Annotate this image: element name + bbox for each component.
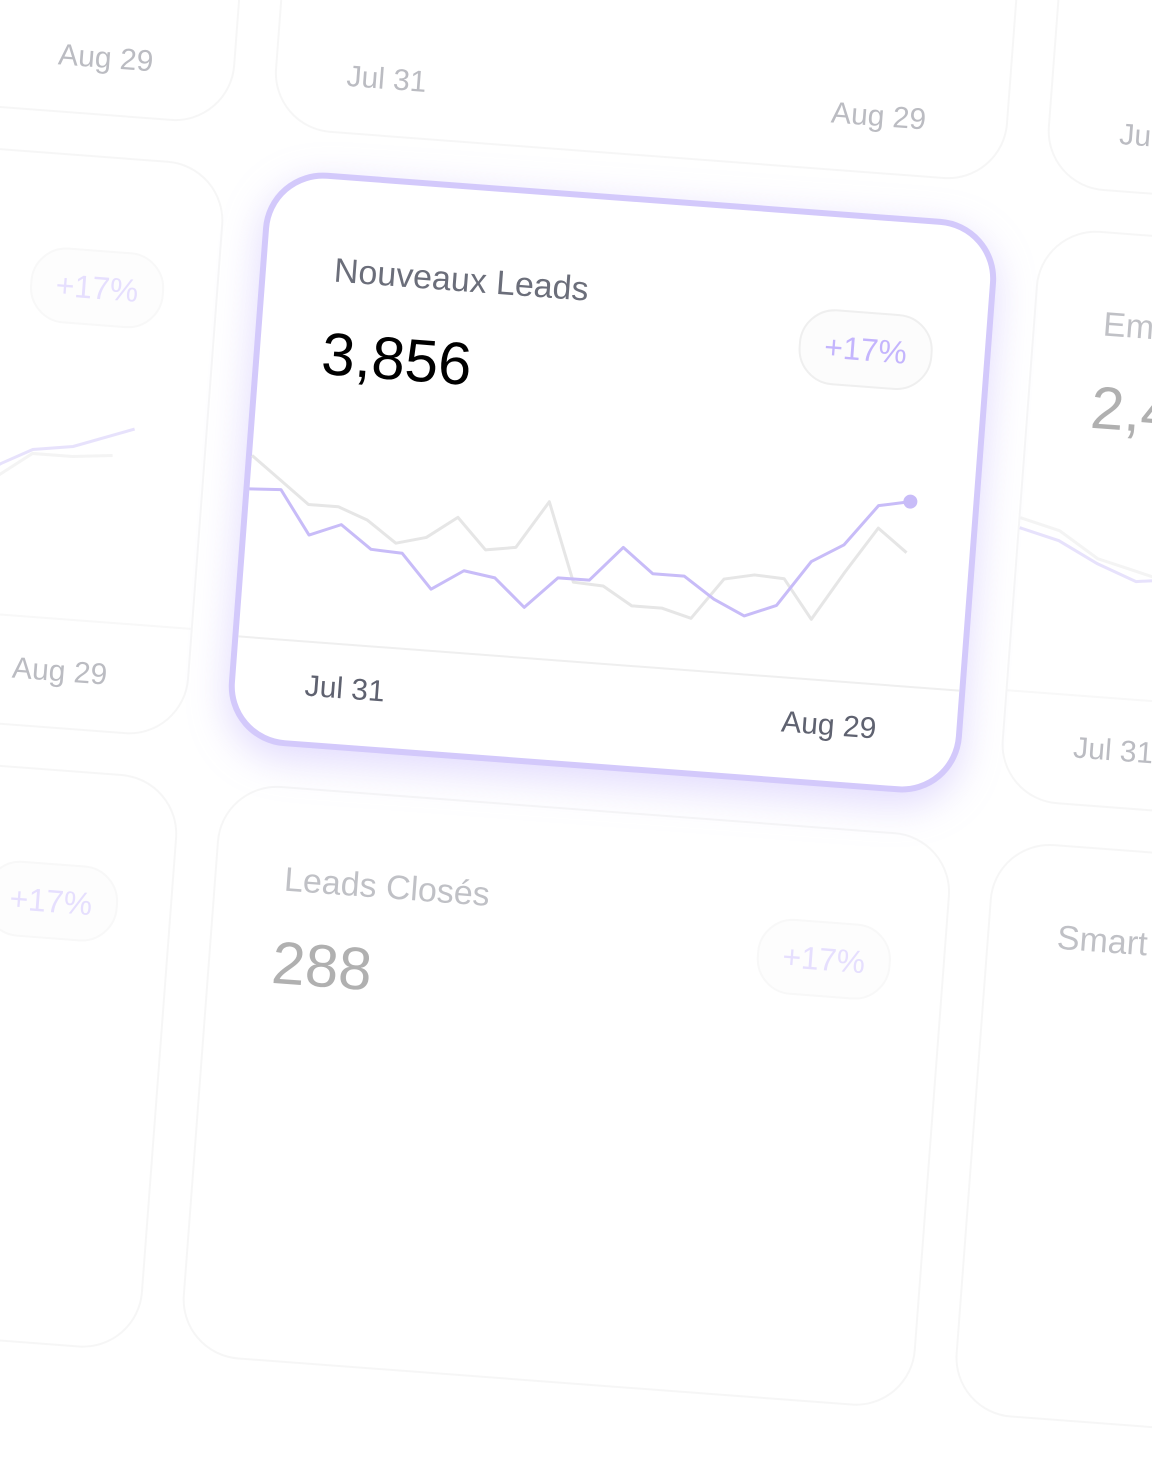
date-label: Aug 29 <box>57 38 155 79</box>
date-label: Jul 31 <box>303 669 386 709</box>
card: Aug 29 <box>0 0 274 126</box>
featured-card[interactable]: Nouveaux Leads 3,856 +17% Jul 31 Aug 29 <box>224 168 1001 797</box>
trend-line <box>251 454 908 621</box>
card: Emai 2,4 Jul 31 <box>997 226 1152 855</box>
decorative-line <box>0 451 113 536</box>
card: Leads Closés 288 +17% <box>178 781 955 1411</box>
date-label: Jul 31 <box>1072 731 1152 771</box>
sparkline-chart <box>249 454 918 621</box>
change-badge: +17% <box>754 916 894 1003</box>
card: Jul 31 Aug 29 <box>270 0 1047 184</box>
end-point <box>903 494 918 509</box>
trend-line <box>249 487 911 618</box>
decorative-line <box>1019 516 1152 586</box>
card: +17% <box>0 723 182 1352</box>
change-badge: +17% <box>0 858 121 945</box>
card-value: 288 <box>269 928 375 1004</box>
card: +17% Aug 29 <box>0 110 228 739</box>
date-label: Jul 31 <box>1118 118 1152 157</box>
date-label: Aug 29 <box>11 651 109 692</box>
date-label: Jul 31 <box>345 60 428 99</box>
decorative-chart <box>1019 516 1152 586</box>
decorative-line <box>0 427 136 516</box>
decorative-line <box>1019 526 1152 584</box>
card: Jul 31 <box>1043 0 1152 242</box>
card: Smart L <box>951 839 1152 1468</box>
date-label: Aug 29 <box>780 705 878 746</box>
decorative-chart <box>0 427 136 536</box>
date-label: Aug 29 <box>829 96 928 137</box>
card-title: Smart L <box>1055 918 1152 966</box>
card-title: Leads Closés <box>282 860 492 914</box>
